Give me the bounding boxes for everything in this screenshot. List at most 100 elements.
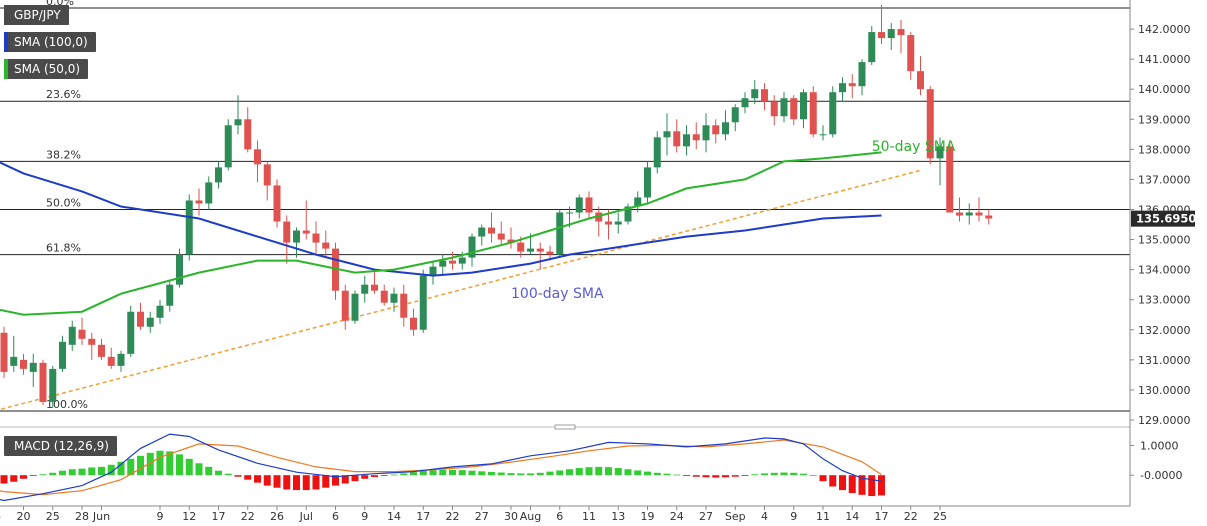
macd-histogram-bar	[244, 475, 252, 480]
candle-body	[917, 71, 924, 90]
candle-body	[263, 164, 271, 186]
candles	[0, 5, 993, 408]
candle-body	[878, 32, 885, 39]
macd-legend[interactable]: MACD (12,26,9)	[4, 436, 117, 456]
candle-body	[283, 221, 291, 243]
candle-body	[312, 233, 320, 243]
candle-body	[244, 119, 252, 150]
macd-histogram-bar	[683, 475, 690, 476]
candle-body	[185, 200, 193, 255]
candle-body	[234, 119, 242, 126]
x-tick-label: Jul	[299, 510, 313, 523]
candle-body	[371, 284, 378, 291]
macd-histogram-bar	[614, 468, 622, 476]
candle-body	[722, 122, 729, 135]
y-tick-label: 142.0000	[1138, 23, 1191, 36]
macd-histogram-bar	[858, 475, 866, 495]
macd-histogram-bar	[29, 475, 37, 476]
candle-body	[88, 338, 96, 345]
macd-histogram-bar	[478, 471, 486, 476]
candle-body	[868, 32, 876, 63]
macd-histogram-bar	[507, 473, 515, 476]
x-tick-label: 17	[875, 510, 889, 523]
candle-body	[341, 290, 349, 321]
candle-body	[858, 62, 866, 87]
fib-level-label: 23.6%	[46, 88, 81, 101]
macd-histogram-bar	[371, 475, 378, 477]
fib-level-label: 0.0%	[46, 0, 74, 8]
candle-body	[741, 98, 749, 108]
y-tick-label: 140.0000	[1138, 83, 1191, 96]
macd-histogram-bar	[458, 470, 466, 476]
fib-level-label: 100.0%	[46, 398, 88, 411]
candle-body	[566, 212, 573, 214]
macd-histogram-bar	[107, 464, 115, 476]
x-tick-label: 14	[387, 510, 401, 523]
x-tick-label: 25	[46, 510, 60, 523]
candle-body	[497, 233, 505, 240]
legend-item[interactable]: SMA (50,0)	[4, 59, 89, 79]
candle-body	[575, 197, 583, 213]
x-tick-label: 27	[699, 510, 713, 523]
candle-body	[731, 107, 739, 123]
macd-y-tick-label: 1.0000	[1140, 439, 1179, 452]
macd-histogram-bar	[215, 470, 222, 476]
candle-body	[351, 293, 359, 321]
candle-body	[0, 332, 8, 372]
candle-body	[322, 242, 330, 249]
macd-histogram-bar	[644, 471, 651, 476]
macd-histogram-bar	[439, 469, 447, 476]
annotations: 50-day SMA 100-day SMA	[511, 139, 956, 302]
candle-body	[205, 182, 213, 204]
macd-histogram-bar	[293, 475, 300, 491]
macd-line	[0, 433, 882, 502]
candle-body	[712, 125, 720, 135]
candle-body	[926, 89, 934, 159]
y-tick-label: 133.0000	[1138, 294, 1191, 307]
macd-histogram-bar	[790, 472, 798, 476]
macd-histogram-bar	[390, 474, 398, 476]
macd-histogram-bar	[517, 473, 525, 476]
y-tick-label: 134.0000	[1138, 264, 1191, 277]
candle-body	[117, 353, 125, 366]
y-tick-label: 138.0000	[1138, 143, 1191, 156]
macd-histogram-bar	[770, 472, 778, 476]
macd-histogram-bar	[546, 471, 554, 476]
x-tick-label: 30	[504, 510, 518, 523]
macd-histogram-bar	[556, 470, 564, 476]
x-tick-label: 12	[182, 510, 196, 523]
macd-histogram-bar	[488, 471, 495, 476]
macd-histogram-bar	[722, 475, 729, 478]
candle-body	[702, 125, 710, 141]
candle-body	[790, 98, 798, 120]
macd-histogram-bar	[59, 470, 66, 476]
candle-body	[663, 131, 671, 138]
chart-annotation: 50-day SMA	[872, 139, 956, 155]
candle-body	[20, 359, 27, 369]
candle-body	[848, 83, 856, 87]
x-tick-label: 11	[816, 510, 830, 523]
candle-body	[897, 29, 905, 36]
macd-histogram-bar	[322, 475, 330, 488]
macd-histogram-bar	[419, 471, 427, 476]
candle-body	[770, 101, 778, 117]
legend-item[interactable]: GBP/JPY	[4, 5, 69, 25]
candle-body	[10, 356, 18, 366]
macd-histogram-bar	[88, 467, 96, 476]
x-tick-label: 25	[933, 510, 947, 523]
candle-body	[761, 89, 768, 102]
trendline-layer	[0, 169, 921, 411]
macd-histogram-bar	[536, 472, 544, 476]
candle-body	[156, 305, 164, 318]
x-tick-label: 17	[212, 510, 226, 523]
legend-item[interactable]: SMA (100,0)	[4, 32, 96, 52]
candle-body	[390, 293, 398, 303]
x-tick-label: 15	[0, 510, 1, 523]
macd-histogram-bar	[39, 474, 47, 476]
candle-body	[449, 260, 456, 264]
x-tick-label: 20	[17, 510, 31, 523]
y-tick-label: 132.0000	[1138, 324, 1191, 337]
macd-histogram-bar	[176, 454, 183, 476]
